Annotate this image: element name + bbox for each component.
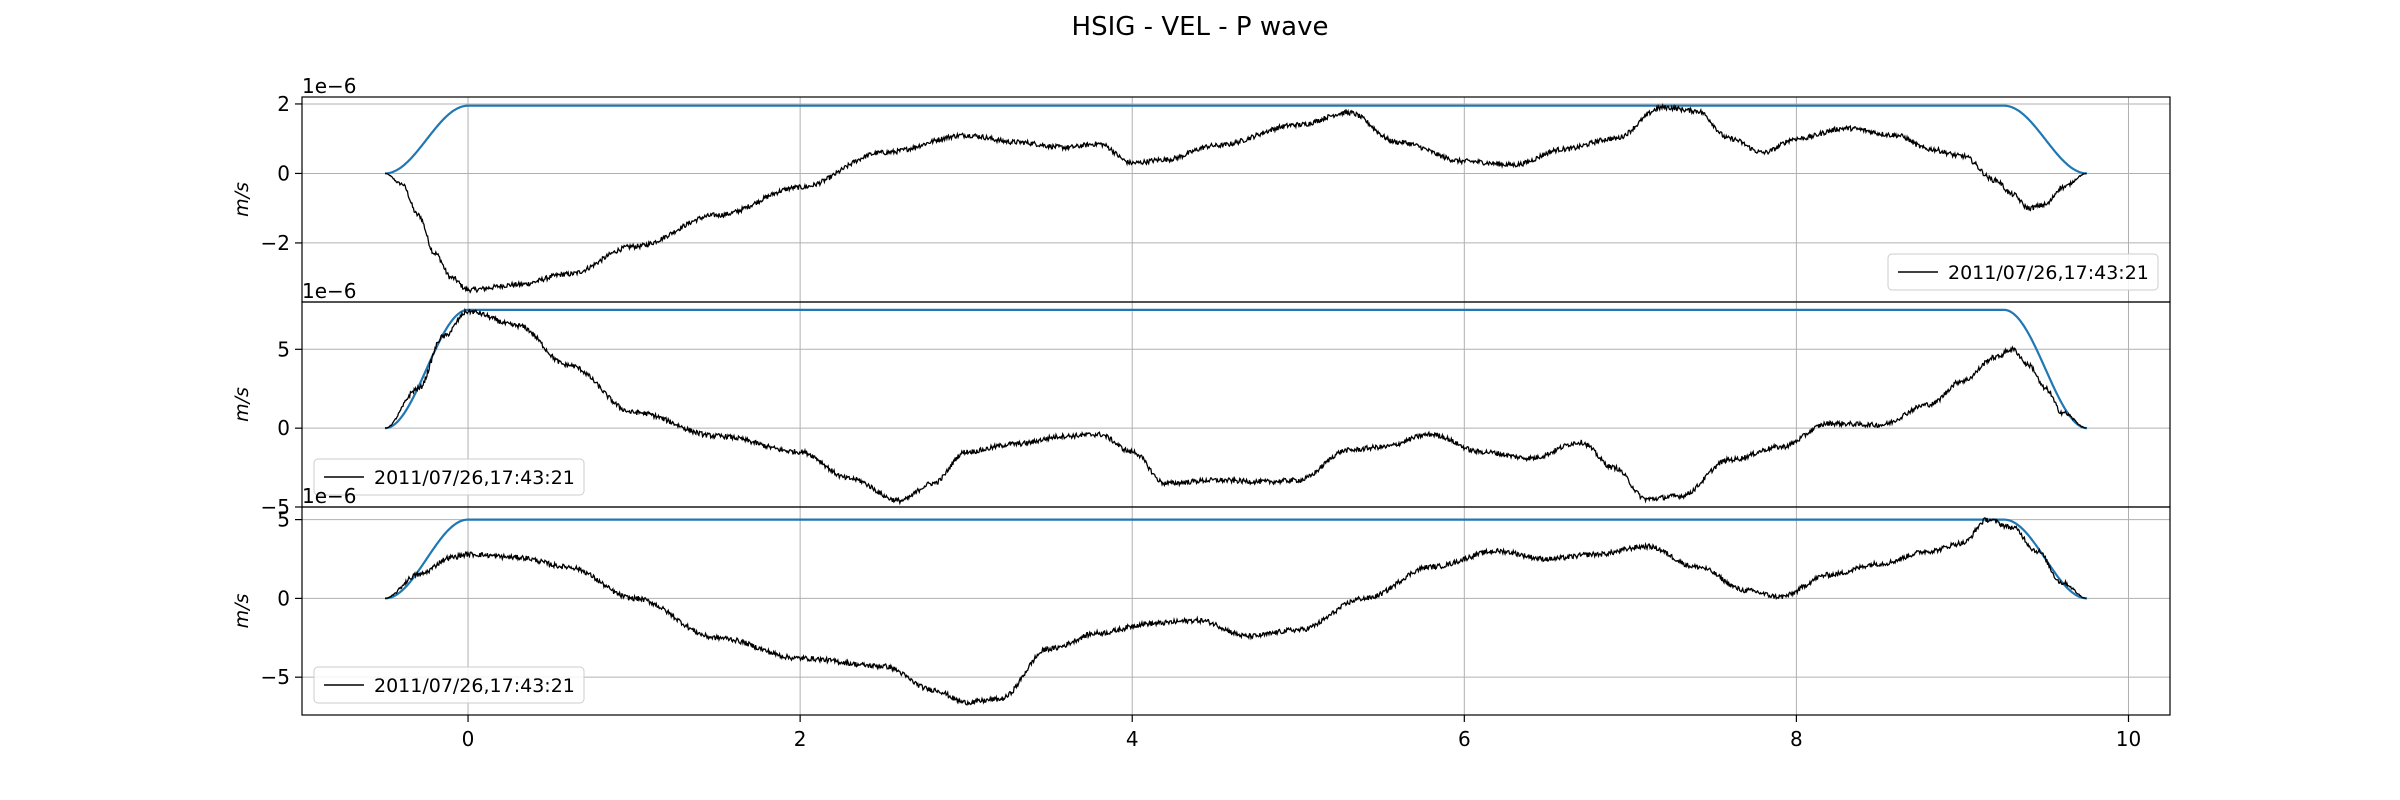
y-tick-label: 0	[277, 586, 290, 610]
signal-line	[384, 103, 2087, 294]
y-tick-label: 5	[277, 337, 290, 361]
legend-label: 2011/07/26,17:43:21	[1948, 262, 2149, 284]
signal-line	[385, 517, 2087, 706]
legend-box	[1887, 253, 2159, 291]
panel-1: −2 0 2 1e−6 m/s 2011/07/26,17:43:21	[231, 74, 2171, 303]
y-tick-label: 0	[277, 416, 290, 440]
legend-label: 2011/07/26,17:43:21	[374, 675, 575, 697]
y-exponent-label: 1e−6	[302, 74, 357, 98]
envelope-line	[384, 308, 2088, 430]
y-exponent-label: 1e−6	[302, 279, 357, 303]
legend-label: 2011/07/26,17:43:21	[374, 467, 575, 489]
y-axis-label: m/s	[231, 182, 253, 217]
x-tick-label: 6	[1458, 727, 1471, 751]
y-tick-label: 5	[277, 508, 290, 532]
panel-3: −5 0 5 1e−6 m/s 2011/07/26,17:43:21	[231, 484, 2171, 716]
legend-box	[313, 666, 585, 704]
legend-box	[313, 458, 585, 496]
plot-area	[384, 103, 2088, 294]
x-tick-label: 0	[462, 727, 475, 751]
y-tick-label: −5	[261, 495, 290, 519]
x-tick-label: 2	[794, 727, 807, 751]
y-exponent-label: 1e−6	[302, 484, 357, 508]
envelope-line	[384, 518, 2088, 600]
legend: 2011/07/26,17:43:21	[313, 458, 585, 496]
envelope-line	[384, 104, 2088, 175]
y-tick-label: 0	[277, 161, 290, 185]
plot-area	[384, 517, 2088, 706]
y-axis-label: m/s	[231, 593, 253, 628]
x-tick-label: 8	[1790, 727, 1803, 751]
y-tick-label: 2	[277, 92, 290, 116]
plot-area	[384, 307, 2088, 506]
x-tick-label: 4	[1126, 727, 1139, 751]
y-tick-label: −2	[261, 231, 290, 255]
y-axis-label: m/s	[231, 387, 253, 422]
x-tick-label: 10	[2116, 727, 2141, 751]
chart-title: HSIG - VEL - P wave	[1072, 12, 1329, 42]
panels-container: −2 0 2 1e−6 m/s 2011/07/26,17:43:21 −5 0 5 1e−6 m/…	[231, 74, 2171, 751]
axes-frame	[301, 506, 2171, 716]
signal-line	[384, 307, 2087, 506]
y-tick-label: −5	[261, 665, 290, 689]
legend: 2011/07/26,17:43:21	[313, 666, 585, 704]
legend: 2011/07/26,17:43:21	[1887, 253, 2159, 291]
panel-2: −5 0 5 1e−6 m/s 2011/07/26,17:43:21	[231, 279, 2171, 519]
